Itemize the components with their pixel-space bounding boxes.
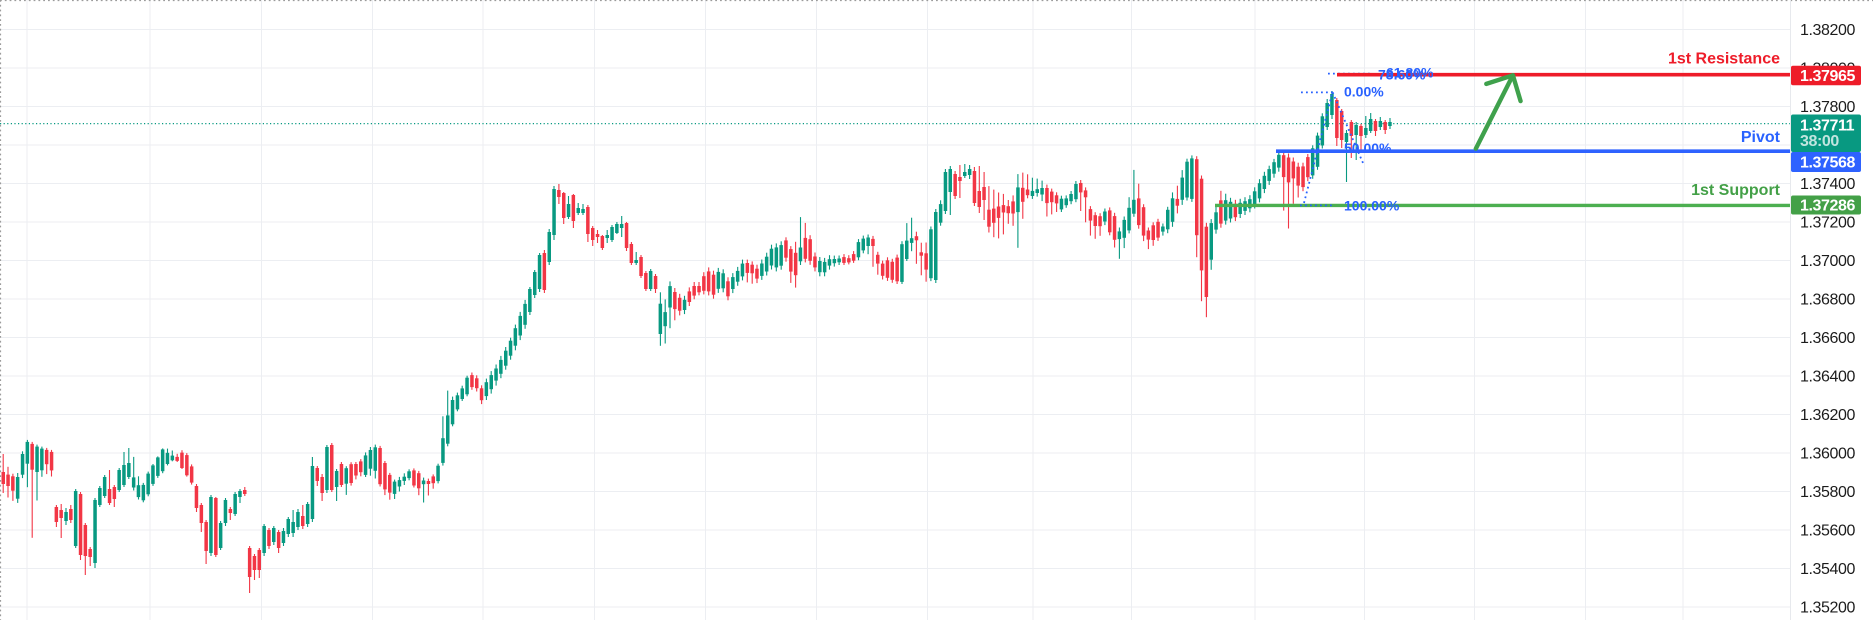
svg-text:61.80%: 61.80%: [1386, 65, 1434, 81]
svg-text:1.37711: 1.37711: [1800, 117, 1855, 134]
svg-text:1.37400: 1.37400: [1800, 176, 1856, 193]
svg-text:1.37000: 1.37000: [1800, 253, 1856, 270]
svg-text:1.38200: 1.38200: [1800, 22, 1856, 39]
svg-text:1.35800: 1.35800: [1800, 484, 1856, 501]
svg-text:Pivot: Pivot: [1741, 129, 1781, 146]
svg-text:1.37568: 1.37568: [1800, 155, 1856, 172]
svg-text:1.36800: 1.36800: [1800, 292, 1856, 309]
svg-text:38:00: 38:00: [1800, 133, 1839, 150]
svg-text:1.35400: 1.35400: [1800, 561, 1856, 578]
svg-text:78.60%: 78.60%: [1378, 67, 1426, 83]
svg-text:1.36600: 1.36600: [1800, 330, 1856, 347]
svg-text:1.37200: 1.37200: [1800, 215, 1856, 232]
svg-text:50.00%: 50.00%: [1344, 140, 1392, 156]
svg-text:1.35600: 1.35600: [1800, 523, 1856, 540]
svg-text:1.36200: 1.36200: [1800, 407, 1856, 424]
svg-text:0.00%: 0.00%: [1344, 84, 1384, 100]
svg-text:1.36400: 1.36400: [1800, 369, 1856, 386]
svg-text:1st Resistance: 1st Resistance: [1668, 51, 1780, 68]
svg-text:1.35200: 1.35200: [1800, 600, 1856, 617]
svg-text:1.37286: 1.37286: [1800, 198, 1856, 215]
svg-text:1.37965: 1.37965: [1800, 68, 1856, 85]
svg-text:1.36000: 1.36000: [1800, 446, 1856, 463]
svg-text:100.00%: 100.00%: [1344, 197, 1400, 213]
svg-text:1.37800: 1.37800: [1800, 99, 1856, 116]
svg-text:1st Support: 1st Support: [1691, 182, 1781, 199]
